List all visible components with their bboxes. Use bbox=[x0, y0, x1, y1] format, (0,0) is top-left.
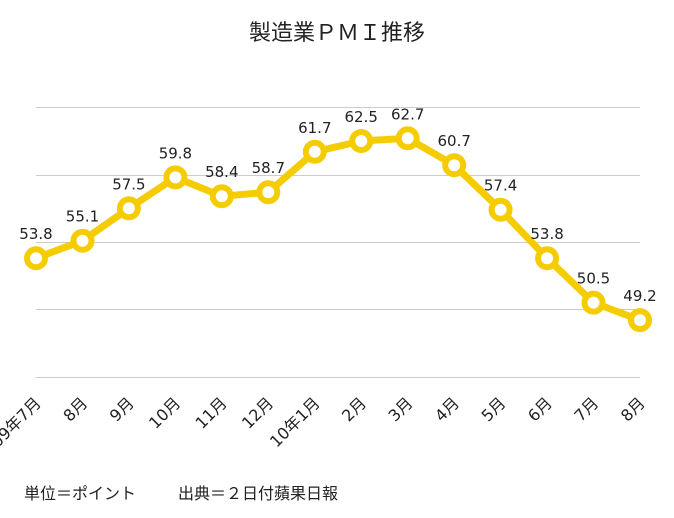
data-point-11 bbox=[535, 246, 560, 271]
x-tick-label-2: 9月 bbox=[106, 393, 138, 425]
pmi-line-chart: 製造業ＰＭＩ推移 53.8 55.1 57.5 59.8 58.4 58.7 61.7 62.… bbox=[0, 21, 657, 451]
data-point-13 bbox=[628, 308, 652, 333]
x-tick-label-3: 10月 bbox=[145, 393, 184, 432]
unit-note: 単位＝ポイント bbox=[24, 484, 137, 503]
x-tick-label-13: 8月 bbox=[617, 393, 649, 425]
x-tick-label-5: 12月 bbox=[238, 393, 277, 432]
data-point-0 bbox=[24, 246, 48, 271]
x-tick-label-10: 5月 bbox=[477, 393, 509, 425]
data-label-12: 50.5 bbox=[577, 270, 610, 288]
data-point-5 bbox=[256, 180, 281, 205]
data-label-9: 60.7 bbox=[437, 132, 470, 150]
data-labels: 53.8 55.1 57.5 59.8 58.4 58.7 61.7 62.5 62.7 60.7… bbox=[19, 105, 656, 305]
data-label-2: 57.5 bbox=[112, 175, 145, 193]
chart-footer: 単位＝ポイント 出典＝２日付蘋果日報 bbox=[24, 480, 338, 504]
chart-title: 製造業ＰＭＩ推移 bbox=[249, 21, 425, 46]
data-points bbox=[24, 126, 652, 333]
data-label-1: 55.1 bbox=[66, 208, 99, 226]
x-tick-label-6: 10年1月 bbox=[266, 393, 324, 451]
data-label-4: 58.4 bbox=[205, 163, 238, 181]
data-label-0: 53.8 bbox=[19, 225, 52, 243]
data-label-11: 53.8 bbox=[530, 225, 563, 243]
data-point-1 bbox=[70, 228, 95, 253]
data-label-10: 57.4 bbox=[484, 177, 517, 195]
data-label-6: 61.7 bbox=[298, 119, 331, 137]
data-point-3 bbox=[163, 165, 188, 190]
x-tick-label-1: 8月 bbox=[59, 393, 91, 425]
data-label-7: 62.5 bbox=[344, 108, 377, 126]
data-label-13: 49.2 bbox=[623, 287, 656, 305]
x-tick-label-9: 4月 bbox=[431, 393, 463, 425]
x-tick-label-7: 2月 bbox=[338, 393, 370, 425]
x-tick-label-11: 6月 bbox=[524, 393, 556, 425]
data-label-8: 62.7 bbox=[391, 105, 424, 123]
data-point-10 bbox=[488, 197, 513, 222]
x-tick-label-0: 09年7月 bbox=[0, 393, 45, 451]
data-point-4 bbox=[209, 184, 234, 209]
grid-lines bbox=[36, 107, 640, 378]
x-tick-label-12: 7月 bbox=[570, 393, 602, 425]
source-note: 出典＝２日付蘋果日報 bbox=[178, 484, 339, 503]
data-point-9 bbox=[442, 153, 467, 178]
x-tick-label-4: 11月 bbox=[191, 393, 230, 432]
data-point-6 bbox=[302, 139, 327, 164]
x-tick-label-8: 3月 bbox=[385, 393, 417, 425]
data-label-5: 58.7 bbox=[252, 159, 285, 177]
data-point-2 bbox=[116, 196, 141, 221]
data-point-8 bbox=[395, 126, 420, 151]
data-point-7 bbox=[349, 129, 374, 153]
data-point-12 bbox=[581, 290, 606, 315]
data-label-3: 59.8 bbox=[159, 144, 192, 162]
